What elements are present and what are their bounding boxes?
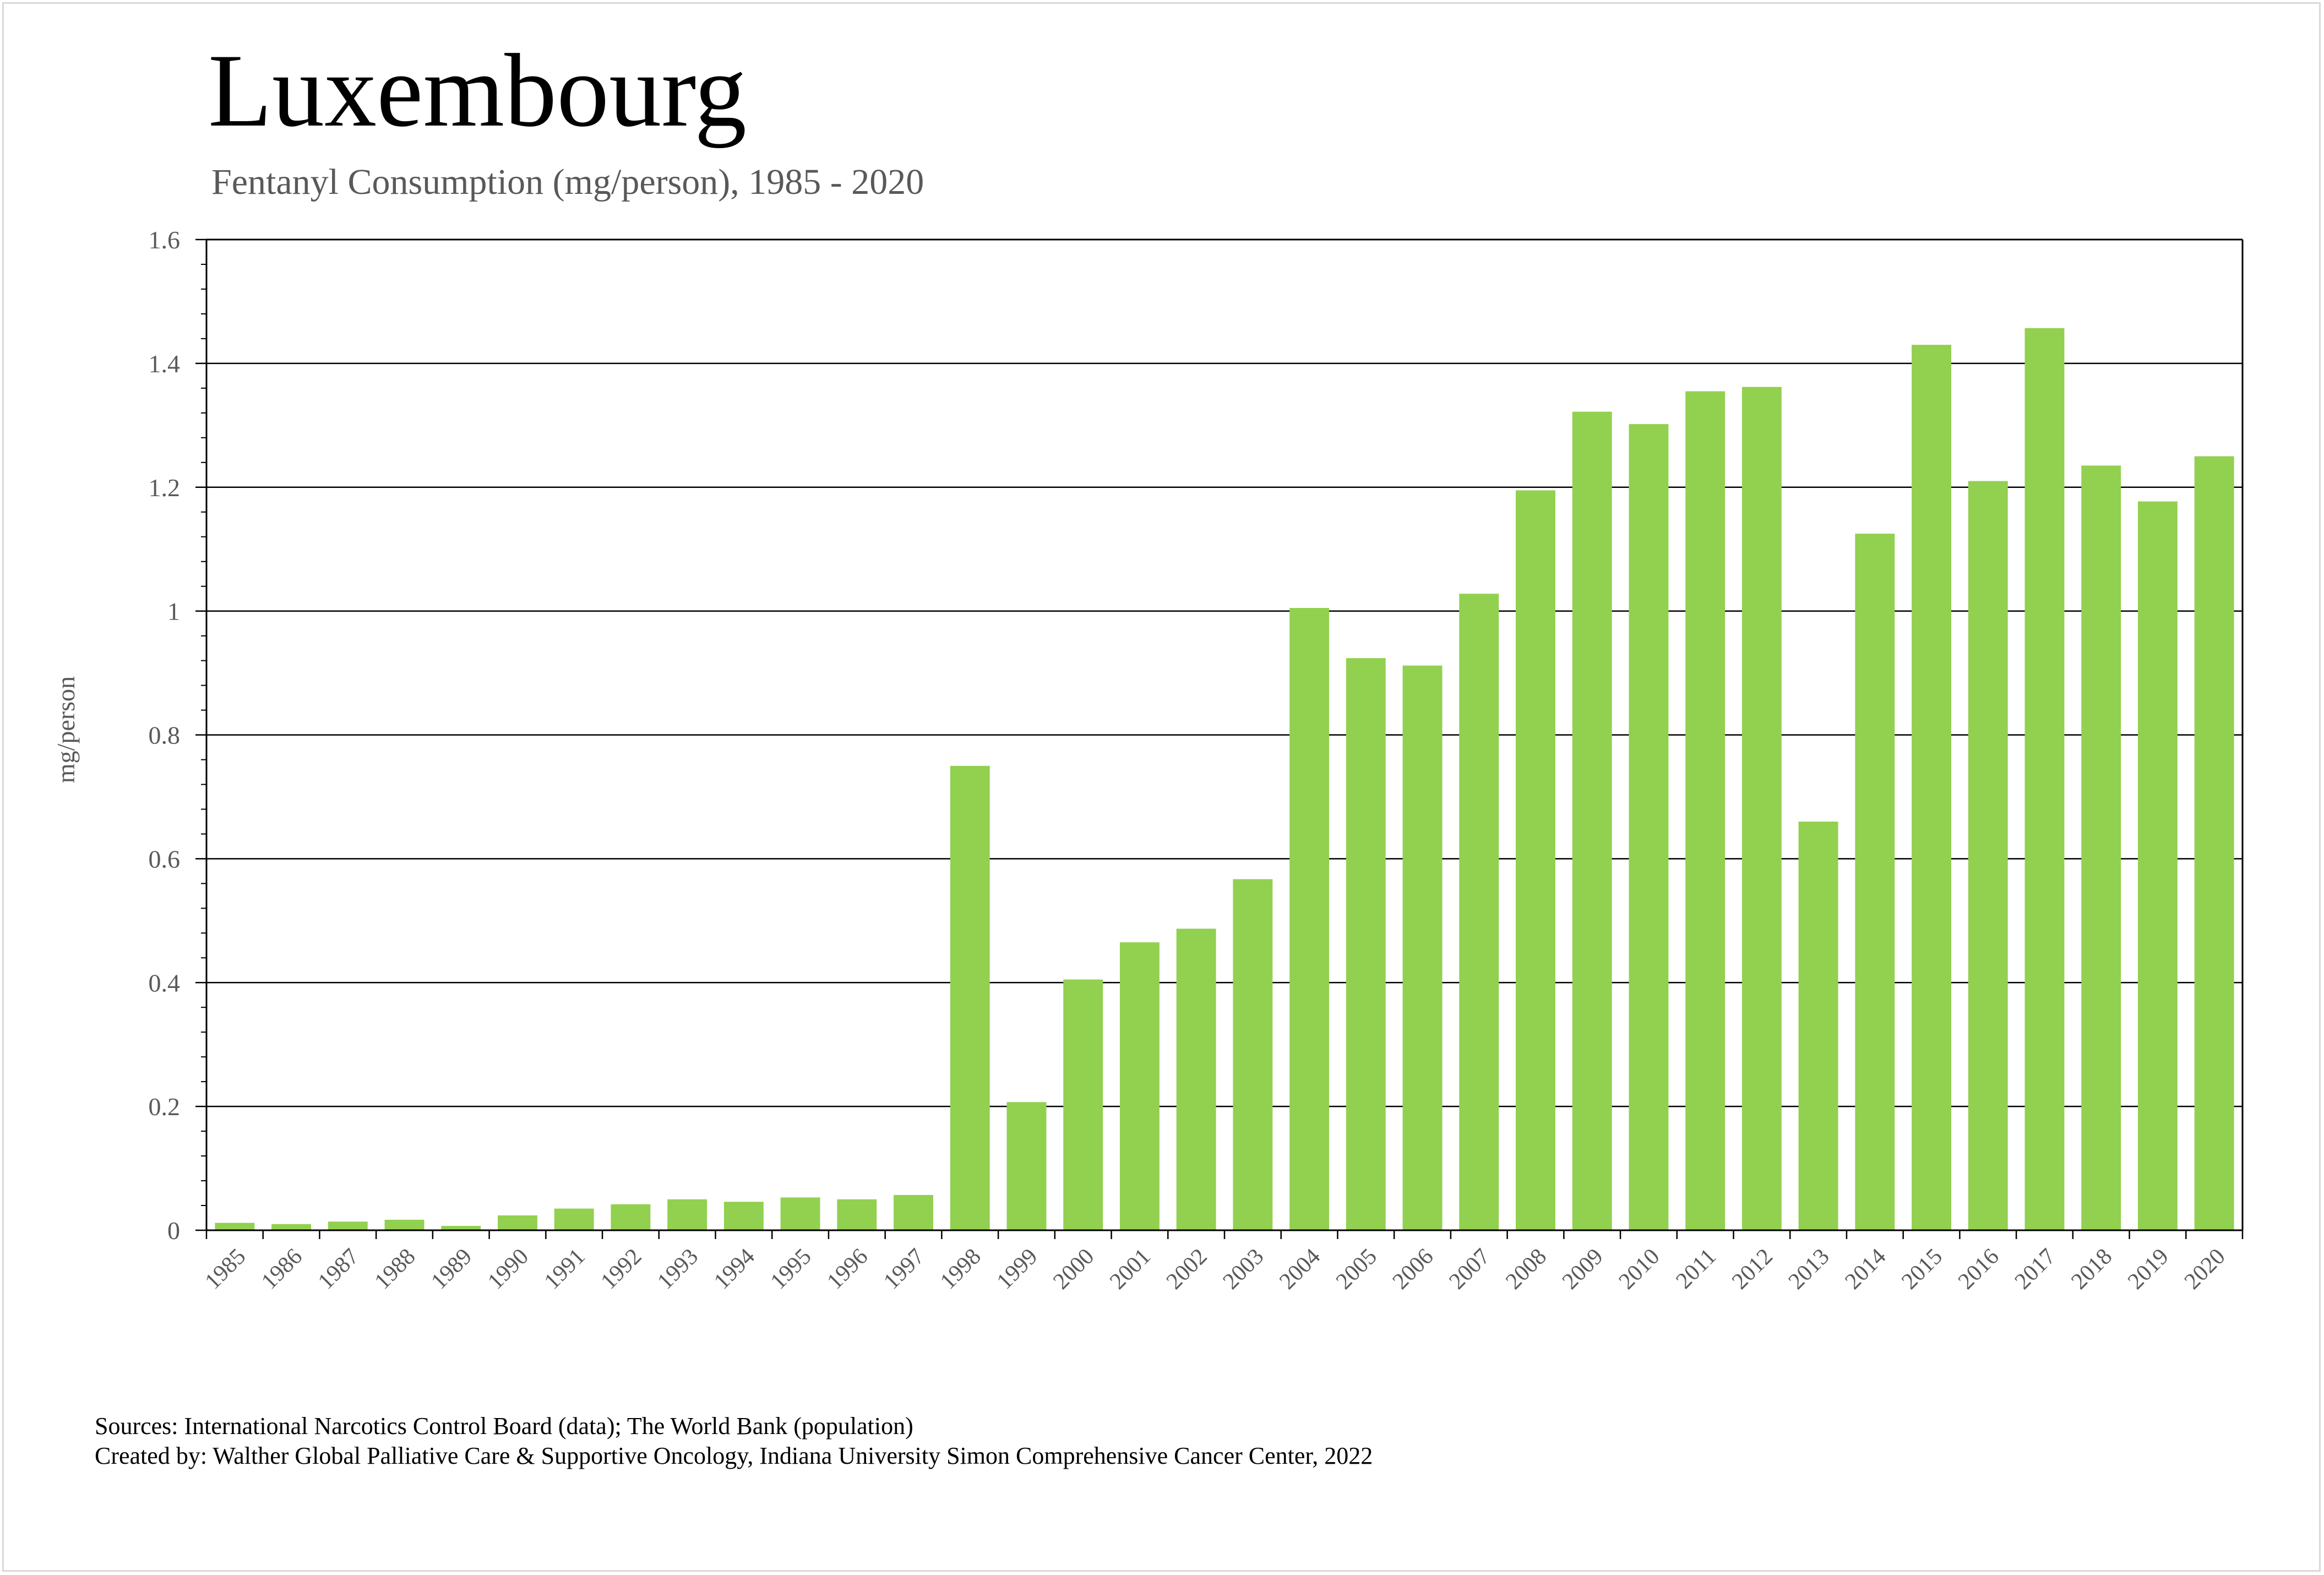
bar-1992 [611,1204,651,1230]
bar-1990 [498,1215,537,1230]
x-tick-label: 1995 [766,1244,817,1295]
x-tick-label: 2017 [2010,1244,2061,1295]
bar-1998 [950,765,990,1230]
bar-1988 [384,1219,424,1230]
bar-2019 [2137,501,2178,1230]
x-tick-label: 2012 [1727,1244,1778,1295]
y-tick-label: 0.2 [149,1093,181,1121]
x-tick-label: 2013 [1784,1244,1835,1295]
bar-1987 [328,1221,368,1230]
y-axis-label: mg/person [52,676,80,783]
bar-2013 [1798,821,1838,1230]
x-tick-label: 2009 [1558,1244,1608,1295]
bar-2008 [1516,490,1555,1231]
y-tick-label: 1.4 [149,350,181,378]
x-tick-label: 2008 [1501,1244,1552,1295]
bar-1991 [554,1208,594,1230]
x-tick-label: 2000 [1048,1244,1099,1295]
bar-2010 [1629,424,1669,1230]
bar-2007 [1459,594,1499,1230]
bar-1986 [271,1224,312,1230]
x-tick-label: 1987 [313,1244,364,1295]
x-tick-label: 2004 [1275,1244,1325,1295]
y-tick-label: 1.2 [149,474,181,502]
bar-2003 [1233,879,1273,1230]
chart-title: Luxembourg [208,33,747,149]
x-tick-label: 2001 [1105,1244,1156,1295]
x-tick-label: 1997 [879,1244,929,1295]
bar-2004 [1289,608,1330,1230]
x-tick-label: 1999 [992,1244,1043,1295]
bar-1996 [837,1199,877,1230]
bar-2020 [2194,456,2234,1230]
y-tick-labels: 0 0.2 0.4 0.6 0.8 1 1.2 1.4 1.6 [149,226,181,1245]
x-tick-label: 2003 [1218,1244,1269,1295]
x-tick-label: 1993 [652,1244,703,1295]
bar-2009 [1572,411,1612,1231]
bar-2006 [1402,665,1443,1230]
x-tick-label: 1992 [596,1244,647,1295]
x-tick-label: 1994 [709,1244,760,1295]
bar-1999 [1006,1102,1047,1230]
x-tick-label: 2015 [1897,1244,1947,1295]
x-tick-label: 1990 [483,1244,534,1295]
bar-2014 [1855,534,1895,1230]
bar-1995 [780,1197,820,1230]
y-tick-label: 0 [167,1216,180,1245]
x-tick-label: 2011 [1671,1244,1721,1294]
y-tick-label: 0.4 [149,969,181,997]
bar-2015 [1912,345,1951,1230]
y-tick-label: 0.6 [149,845,181,873]
bar-2011 [1685,391,1726,1230]
y-tick-label: 1.6 [149,226,181,254]
y-tick-label: 1 [167,598,180,626]
bar-1993 [667,1199,707,1230]
x-tick-label: 1998 [935,1244,986,1295]
bar-2000 [1063,979,1103,1230]
created-by-note: Created by: Walther Global Palliative Ca… [95,1442,1373,1469]
bar-1989 [441,1226,481,1230]
bars [215,328,2234,1231]
axes [195,238,2244,1239]
x-tick-label: 2018 [2066,1244,2117,1295]
bar-1994 [723,1202,764,1230]
x-tick-label: 2006 [1388,1244,1439,1295]
x-tick-label: 2002 [1162,1244,1212,1295]
x-tick-label: 1991 [540,1244,590,1295]
x-tick-label: 2016 [1953,1244,2004,1295]
bar-1997 [894,1194,933,1230]
x-tick-label: 2020 [2180,1244,2230,1295]
x-tick-label: 1989 [426,1244,477,1295]
chart-subtitle: Fentanyl Consumption (mg/person), 1985 -… [211,162,924,202]
x-tick-label: 1996 [822,1244,873,1295]
x-tick-label: 1988 [370,1244,421,1295]
x-tick-label: 2010 [1614,1244,1665,1295]
y-tick-label: 0.8 [149,721,181,750]
bar-2001 [1119,942,1160,1230]
bar-1985 [215,1223,255,1230]
bar-2018 [2081,465,2121,1230]
x-tick-labels: 1985 1986 1987 1988 1989 1990 1991 1992 1993 1994… [200,1244,2230,1295]
x-tick-label: 1986 [257,1244,307,1295]
bar-2005 [1346,658,1386,1230]
bar-2017 [2024,328,2065,1230]
bar-2002 [1176,928,1216,1230]
x-tick-label: 2014 [1840,1244,1891,1295]
x-tick-label: 2019 [2123,1244,2174,1295]
bar-2016 [1968,481,2008,1230]
x-tick-label: 2005 [1331,1244,1382,1295]
x-tick-label: 1985 [200,1244,251,1295]
bar-2012 [1741,387,1782,1230]
sources-note: Sources: International Narcotics Control… [95,1413,913,1440]
x-tick-label: 2007 [1444,1244,1495,1295]
